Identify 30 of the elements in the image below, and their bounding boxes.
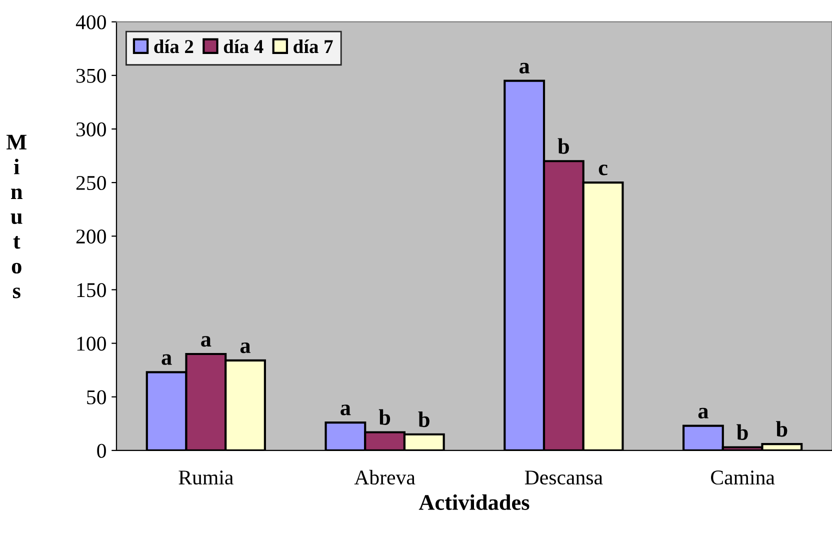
data-label: a xyxy=(162,354,172,365)
y-tick-label: 150 xyxy=(77,283,106,298)
legend-label: día 2 xyxy=(154,39,194,54)
legend-label: día 4 xyxy=(224,39,264,54)
y-tick-label: 200 xyxy=(76,230,106,244)
data-label: b xyxy=(558,138,569,154)
data-label: a xyxy=(201,336,212,347)
data-label: a xyxy=(698,408,708,419)
data-label: b xyxy=(736,424,748,440)
x-tick-label: Rumia xyxy=(178,470,234,485)
y-tick-label: 50 xyxy=(87,390,106,404)
data-label: a xyxy=(340,404,351,416)
legend-label: día 7 xyxy=(294,39,333,54)
y-tick-label: 100 xyxy=(77,336,106,351)
data-label: a xyxy=(240,342,250,354)
y-tick-label: 300 xyxy=(76,122,106,136)
x-tick-label: Abreva xyxy=(354,470,416,485)
data-label: b xyxy=(378,409,390,425)
x-tick-label: Descansa xyxy=(524,470,603,485)
y-tick-label: 250 xyxy=(76,176,106,190)
x-axis-title: Actividades xyxy=(418,494,530,510)
y-axis-title: Minutos xyxy=(6,134,26,298)
data-label: b xyxy=(418,411,430,428)
data-label: c xyxy=(598,164,608,176)
y-tick-label: 0 xyxy=(97,444,106,458)
x-tick-label: Camina xyxy=(711,470,775,485)
y-tick-label: 350 xyxy=(76,68,106,83)
y-tick-label: 400 xyxy=(76,15,106,30)
data-label: b xyxy=(776,421,788,437)
data-label: a xyxy=(519,62,530,74)
